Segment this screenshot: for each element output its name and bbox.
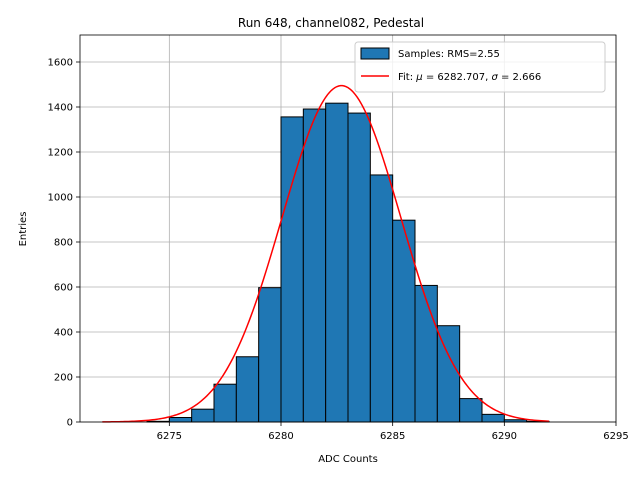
y-tick-label-7: 1400 bbox=[48, 103, 73, 114]
histogram-bar-6284 bbox=[369, 174, 394, 423]
y-tick-label-2: 400 bbox=[54, 328, 73, 339]
histogram-bar-6283 bbox=[347, 112, 371, 423]
y-tick-label-4: 800 bbox=[54, 238, 73, 249]
y-tick-label-5: 1000 bbox=[48, 193, 73, 204]
x-tick-label-4: 6295 bbox=[603, 431, 628, 442]
histogram-bar-6289 bbox=[481, 413, 505, 423]
histogram-bar-6282 bbox=[325, 102, 349, 423]
histogram-bar-6286 bbox=[414, 284, 438, 423]
histogram-bar-6279 bbox=[258, 287, 282, 423]
histogram-bar-6276 bbox=[191, 408, 215, 423]
histogram-bar-6278 bbox=[235, 356, 260, 423]
histogram-bar-6281 bbox=[302, 108, 327, 423]
x-axis-ticks: 6275 6280 6285 6290 6295 bbox=[157, 422, 629, 442]
x-tick-label-2: 6285 bbox=[380, 431, 405, 442]
legend-fit-mu: μ bbox=[415, 72, 422, 83]
legend-box bbox=[354, 41, 606, 93]
gaussian-fit-line bbox=[102, 84, 550, 423]
legend-fit-suffix: = 2.666 bbox=[498, 72, 541, 83]
histogram-bars bbox=[146, 102, 550, 423]
x-tick-label-0: 6275 bbox=[157, 431, 182, 442]
plot-frame bbox=[79, 34, 617, 423]
legend-samples-label: Samples: RMS=2.55 bbox=[398, 49, 500, 60]
histogram-bar-6285 bbox=[392, 219, 416, 423]
x-axis-label: ADC Counts bbox=[318, 454, 378, 465]
chart-title: Run 648, channel082, Pedestal bbox=[238, 16, 424, 30]
y-axis-label: Entries bbox=[18, 212, 29, 247]
legend-samples-swatch bbox=[360, 47, 390, 60]
legend-fit-label: Fit: μ = 6282.707, σ = 2.666 bbox=[398, 72, 541, 83]
y-tick-label-6: 1200 bbox=[48, 148, 73, 159]
x-tick-label-3: 6290 bbox=[492, 431, 517, 442]
legend-fit-sigma: σ bbox=[491, 72, 498, 83]
y-axis-ticks: 0 200 400 600 800 1000 1200 1400 1600 bbox=[48, 58, 80, 429]
y-tick-label-1: 200 bbox=[54, 373, 73, 384]
y-tick-label-3: 600 bbox=[54, 283, 73, 294]
histogram-bar-6277 bbox=[213, 383, 237, 423]
histogram-bar-6287 bbox=[436, 325, 461, 423]
x-tick-label-1: 6280 bbox=[268, 431, 293, 442]
histogram-bar-6288 bbox=[459, 398, 483, 423]
histogram-bar-6275 bbox=[168, 417, 193, 423]
legend-fit-mid: = 6282.707, bbox=[423, 72, 492, 83]
legend: Samples: RMS=2.55 Fit: μ = 6282.707, σ =… bbox=[354, 41, 606, 93]
legend-fit-prefix: Fit: bbox=[398, 72, 416, 83]
histogram-bar-6280 bbox=[280, 116, 304, 423]
y-tick-label-8: 1600 bbox=[48, 58, 73, 69]
y-tick-label-0: 0 bbox=[67, 418, 73, 429]
